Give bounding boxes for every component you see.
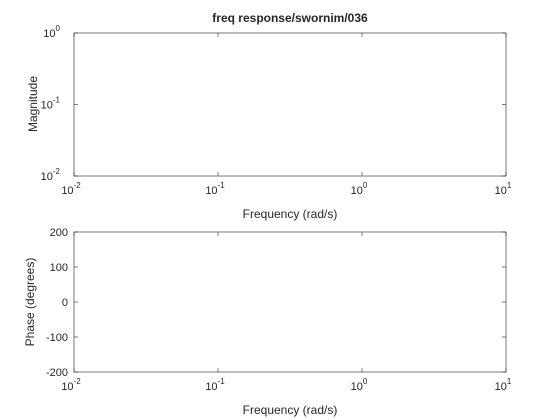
phase-xlabel: Frequency (rad/s) bbox=[243, 403, 338, 417]
magnitude-x-tick-label: 10-1 bbox=[205, 181, 225, 197]
magnitude-y-tick-label: 10-1 bbox=[41, 96, 61, 112]
phase-ylabel: Phase (degrees) bbox=[23, 258, 37, 347]
magnitude-plot: Frequency (rad/s) Magnitude 10-2 10-1 100 1… bbox=[26, 24, 512, 221]
magnitude-y-tick-label: 100 bbox=[43, 24, 60, 40]
magnitude-xlabel: Frequency (rad/s) bbox=[243, 207, 338, 221]
phase-y-tick-label: 100 bbox=[50, 262, 68, 274]
magnitude-x-tick-label: 101 bbox=[495, 181, 512, 197]
phase-x-tick-label: 101 bbox=[495, 377, 512, 393]
magnitude-axes-frame bbox=[73, 32, 507, 177]
magnitude-ylabel: Magnitude bbox=[26, 76, 40, 132]
phase-x-tick-label: 10-1 bbox=[205, 377, 225, 393]
phase-x-tick-label: 10-2 bbox=[61, 377, 81, 393]
magnitude-x-tick-label: 10-2 bbox=[61, 181, 81, 197]
magnitude-x-tick-label: 100 bbox=[351, 181, 368, 197]
phase-axes-frame bbox=[73, 231, 507, 373]
phase-plot: Frequency (rad/s) Phase (degrees) 10-2 10… bbox=[23, 227, 512, 417]
magnitude-y-tick-label: 10-2 bbox=[41, 167, 61, 183]
phase-y-tick-label: 0 bbox=[62, 297, 68, 309]
phase-y-tick-label: -200 bbox=[46, 367, 68, 379]
phase-y-tick-label: 200 bbox=[50, 227, 68, 239]
phase-y-tick-label: -100 bbox=[46, 332, 68, 344]
figure-title: freq response/swornim/036 bbox=[212, 11, 368, 25]
phase-x-tick-label: 100 bbox=[351, 377, 368, 393]
